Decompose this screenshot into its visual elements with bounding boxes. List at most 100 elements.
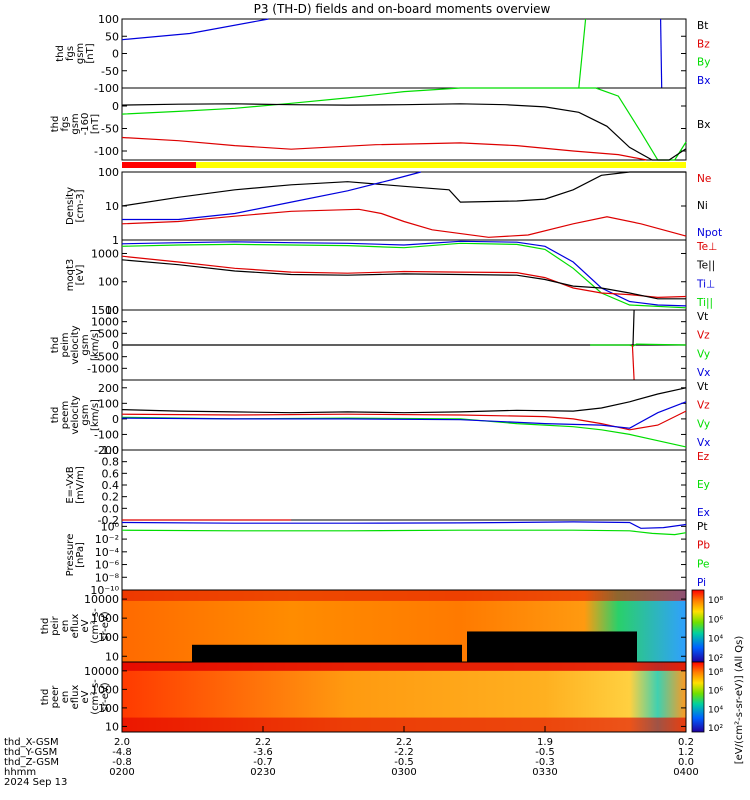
y-tick-label: 100 bbox=[98, 13, 119, 26]
series-vt bbox=[121, 387, 687, 414]
legend-vx: Vx bbox=[697, 437, 710, 449]
y-axis-label: E=-VxB [mV/m] bbox=[65, 466, 86, 504]
y-tick-label: 0.2 bbox=[102, 491, 120, 504]
spectrogram-noise-block bbox=[467, 631, 637, 662]
y-tick-label: 50 bbox=[105, 30, 119, 43]
x-row-value: -3.6 bbox=[253, 747, 273, 758]
y-axis-label-line: en bbox=[60, 691, 71, 704]
series-ti bbox=[121, 240, 687, 307]
y-axis-label-line: thd bbox=[50, 337, 61, 354]
x-row-value: -2.2 bbox=[394, 747, 414, 758]
y-tick-label: 10000 bbox=[84, 665, 119, 678]
y-axis-label-line: fgs bbox=[65, 46, 76, 61]
y-tick-label: 10⁻⁴ bbox=[95, 546, 120, 559]
legend-vt: Vt bbox=[697, 311, 708, 323]
y-axis-label-line: thd bbox=[50, 407, 61, 424]
colorbar-tick-label: 10⁶ bbox=[708, 615, 723, 625]
x-row-value: 0300 bbox=[391, 767, 416, 778]
series-vy bbox=[121, 416, 687, 448]
y-tick-label: 10 bbox=[105, 720, 119, 733]
y-tick-label: 1.0 bbox=[102, 444, 120, 457]
y-tick-label: 10 bbox=[105, 304, 119, 317]
y-axis-label: Pressure [nPa] bbox=[65, 534, 86, 577]
panel-frame bbox=[121, 171, 687, 241]
spectrogram-high-band bbox=[122, 662, 686, 671]
y-tick-label: 200 bbox=[98, 382, 119, 395]
panel-frame bbox=[121, 87, 687, 161]
y-tick-label: 10⁻¹⁰ bbox=[90, 584, 119, 597]
x-row-value: 1.9 bbox=[537, 737, 553, 748]
y-axis-label-line: eflux bbox=[70, 685, 81, 710]
y-tick-label: 1000 bbox=[91, 683, 119, 696]
x-row-value: -4.8 bbox=[112, 747, 132, 758]
y-axis-label: Density [cm-3] bbox=[65, 187, 86, 225]
y-tick-label: -0.2 bbox=[98, 514, 119, 527]
y-axis-label-line: gsm bbox=[70, 113, 81, 134]
x-row-value: 0230 bbox=[250, 767, 275, 778]
series-vt bbox=[632, 309, 635, 346]
y-tick-label: 0 bbox=[112, 413, 119, 426]
x-row-value: 0330 bbox=[532, 767, 557, 778]
x-row-value: 1.2 bbox=[678, 747, 694, 758]
panel-frame bbox=[121, 239, 687, 311]
y-axis-label: thd fgs gsm -160 [nT] bbox=[50, 113, 101, 136]
panel-frame bbox=[121, 449, 687, 521]
legend-ey: Ey bbox=[697, 479, 710, 491]
series-te bbox=[121, 255, 687, 299]
y-axis-label: thd peim velocity gsm [km/s] bbox=[50, 325, 101, 364]
y-axis-label-line: fgs bbox=[60, 116, 71, 131]
y-axis-label-line: eV bbox=[80, 619, 91, 632]
y-tick-label: 100 bbox=[98, 397, 119, 410]
y-axis-label-line: [nPa] bbox=[75, 542, 86, 568]
y-tick-label: 100 bbox=[98, 702, 119, 715]
y-tick-label: 0 bbox=[112, 339, 119, 352]
x-row-label: thd_X-GSM bbox=[4, 737, 59, 748]
y-tick-label: 10⁰ bbox=[101, 520, 120, 533]
y-axis-label: moqt3 [eV] bbox=[65, 259, 86, 292]
x-axis-labels: thd_X-GSM 2.0 2.2 2.2 1.9 0.2 thd_Y-GSM -4.8 -3.… bbox=[4, 636, 745, 788]
legend-te: Te|| bbox=[696, 260, 715, 272]
series-vz bbox=[631, 344, 635, 381]
y-axis-label: thd peem velocity gsm [km/s] bbox=[50, 395, 101, 434]
x-row-value: 0200 bbox=[109, 767, 134, 778]
y-tick-label: 0.0 bbox=[102, 502, 120, 515]
y-axis-label-line: sr-eV) bbox=[100, 682, 111, 711]
y-tick-label: 10⁻⁶ bbox=[95, 559, 120, 572]
colorbar-tick-label: 10⁸ bbox=[708, 668, 723, 678]
y-tick-label: 100 bbox=[98, 631, 119, 644]
y-axis-label-line: peir bbox=[50, 615, 61, 635]
y-axis-label-line: thd bbox=[55, 45, 66, 62]
legend-npot: Npot bbox=[697, 227, 722, 239]
y-tick-label: -50 bbox=[101, 65, 119, 78]
series-pi bbox=[121, 521, 687, 529]
x-row-label: thd_Z-GSM bbox=[4, 757, 59, 768]
legend-te: Te⊥ bbox=[696, 241, 717, 253]
y-axis-label-line: [cm-3] bbox=[75, 189, 86, 222]
y-tick-label: -500 bbox=[94, 351, 119, 364]
series-bx bbox=[121, 18, 269, 41]
legend-pt: Pt bbox=[697, 521, 707, 533]
y-axis-label-line: [nT] bbox=[85, 43, 96, 63]
series-vx bbox=[121, 401, 687, 429]
colorbar: 10⁸ 10⁶ 10⁴ 10² bbox=[691, 661, 723, 734]
y-tick-label: 100 bbox=[98, 166, 119, 179]
series-bz bbox=[121, 136, 647, 161]
colorbar-gradient bbox=[691, 661, 705, 733]
y-axis-label-line: -160 bbox=[80, 113, 91, 136]
y-axis-label-line: moqt3 bbox=[65, 259, 76, 292]
series-npot bbox=[122, 171, 422, 221]
colorbar-tick-label: 10⁸ bbox=[708, 596, 723, 606]
legend-vz: Vz bbox=[697, 400, 710, 412]
y-tick-label: 10 bbox=[105, 200, 119, 213]
legend-vx: Vx bbox=[697, 367, 710, 379]
x-row-value: 0.0 bbox=[678, 757, 694, 768]
x-row-label: hhmm bbox=[4, 767, 36, 778]
colorbar-tick-label: 10⁴ bbox=[708, 635, 723, 645]
y-tick-label: 1000 bbox=[91, 316, 119, 329]
panel-6: 200 100 0 -100 -200 thd peem velocity gsm [km/s] V… bbox=[50, 379, 710, 457]
legend-bt: Bt bbox=[697, 20, 708, 32]
legend-vy: Vy bbox=[697, 348, 710, 360]
y-axis-label-line: eflux bbox=[70, 614, 81, 639]
y-axis-label-line: gsm bbox=[75, 43, 86, 64]
